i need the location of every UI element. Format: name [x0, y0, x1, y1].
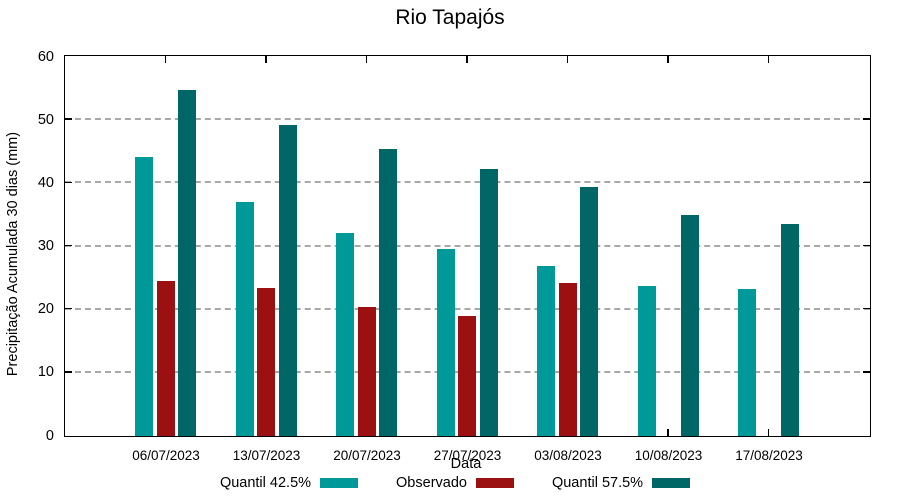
y-tick-left: [65, 307, 72, 310]
x-tick-label: 20/07/2023: [333, 448, 401, 463]
legend-item: Quantil 57.5%: [551, 475, 691, 491]
bar-quantil-42-5--5: [637, 285, 656, 436]
y-tick-label: 50: [37, 111, 54, 128]
bar-quantil-57-5--0: [178, 89, 196, 436]
y-tick-label: 0: [45, 427, 54, 444]
x-tick-label: 13/07/2023: [232, 448, 301, 463]
x-tick-top: [466, 56, 468, 63]
x-tick-bottom: [667, 429, 669, 436]
x-tick-top: [265, 56, 267, 63]
gridline: [65, 307, 870, 310]
y-tick-left: [65, 371, 72, 373]
gridline: [65, 181, 870, 184]
x-tick-label: 17/08/2023: [735, 448, 803, 463]
x-tick-top: [365, 56, 368, 63]
bar-quantil-42-5--0: [135, 156, 153, 436]
bar-observado-4: [558, 283, 577, 436]
y-tick-right: [863, 371, 870, 373]
x-tick-label: 03/08/2023: [534, 448, 602, 463]
x-tick-bottom: [767, 429, 770, 436]
legend-swatch: [652, 478, 691, 488]
y-tick-right: [863, 181, 870, 184]
y-tick-left: [65, 181, 72, 184]
bar-quantil-42-5--3: [436, 249, 455, 436]
y-tick-label: 60: [37, 48, 54, 65]
y-tick-label: 20: [37, 301, 54, 318]
bar-observado-2: [357, 306, 376, 436]
legend: Quantil 42.5% Observado Quantil 57.5%: [0, 475, 900, 491]
gridline: [65, 118, 870, 121]
x-tick-label: 06/07/2023: [132, 448, 200, 463]
bar-quantil-57-5--4: [580, 186, 598, 436]
bar-quantil-57-5--6: [781, 223, 799, 436]
x-tick-label: 10/08/2023: [634, 448, 703, 463]
x-tick-top: [566, 56, 569, 63]
bar-observado-1: [257, 287, 275, 436]
legend-item: Observado: [396, 475, 514, 491]
legend-item-label: Quantil 42.5%: [219, 475, 312, 491]
legend-swatch: [320, 478, 359, 488]
bar-quantil-42-5--6: [738, 288, 756, 436]
gridline: [65, 244, 870, 247]
bar-quantil-57-5--1: [278, 125, 297, 436]
legend-item-label: Observado: [396, 475, 467, 491]
plot-area: [64, 55, 871, 437]
bar-quantil-57-5--3: [479, 168, 498, 436]
bar-observado-3: [458, 315, 476, 436]
y-tick-right: [863, 307, 870, 310]
x-tick-top: [667, 56, 669, 63]
bar-quantil-42-5--1: [235, 202, 254, 436]
y-tick-right: [863, 118, 870, 120]
x-tick-top: [164, 56, 167, 63]
bar-observado-0: [156, 281, 175, 436]
bar-quantil-42-5--4: [537, 266, 555, 436]
x-tick-top: [767, 56, 770, 63]
x-tick-label: 27/07/2023: [433, 448, 502, 463]
legend-item: Quantil 42.5%: [219, 475, 359, 491]
legend-item-label: Quantil 57.5%: [551, 475, 644, 491]
bar-quantil-57-5--2: [379, 148, 397, 436]
bar-quantil-57-5--5: [680, 214, 699, 436]
bar-quantil-42-5--2: [336, 233, 354, 436]
y-tick-left: [65, 244, 72, 247]
y-tick-right: [863, 244, 870, 247]
x-axis-label: Data: [450, 456, 482, 472]
chart-title: Rio Tapajós: [395, 6, 505, 29]
y-tick-left: [65, 118, 72, 120]
legend-swatch: [475, 478, 514, 488]
y-tick-label: 30: [37, 238, 54, 254]
y-tick-label: 10: [37, 364, 54, 381]
y-tick-label: 40: [37, 174, 54, 191]
